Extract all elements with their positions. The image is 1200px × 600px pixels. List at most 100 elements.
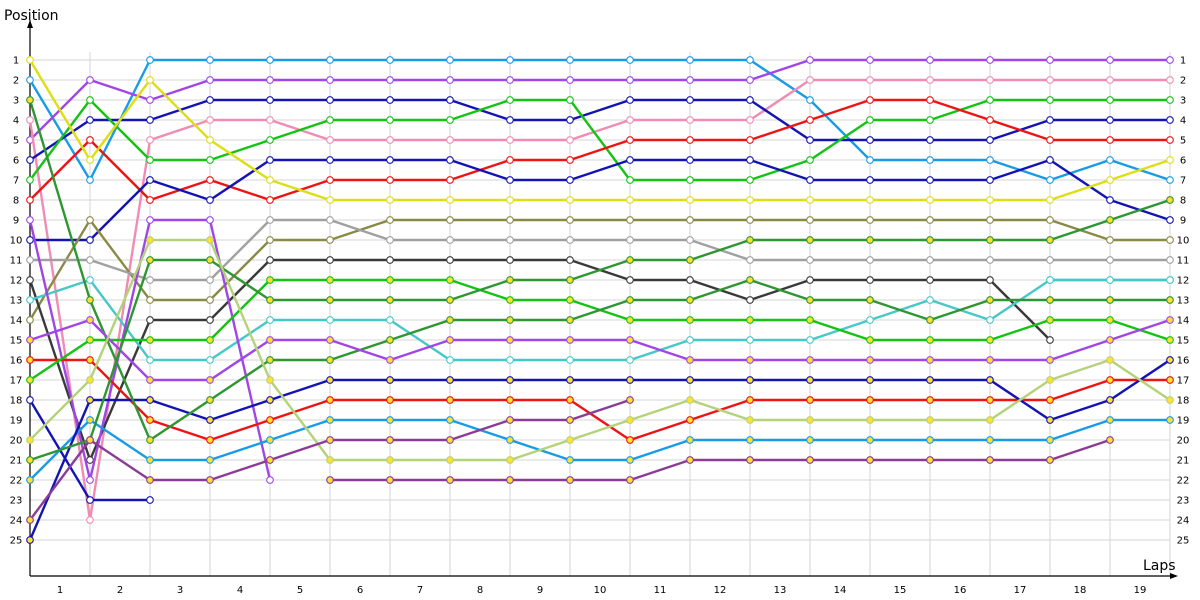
x-tick-7: 7 <box>417 585 423 596</box>
series-16-point-6 <box>386 416 394 424</box>
series-12-point-11 <box>686 336 694 344</box>
series-4 <box>26 96 1174 164</box>
series-7-point-18 <box>1106 196 1114 204</box>
series-15-point-12 <box>746 396 754 404</box>
series-4-point-16 <box>986 136 994 144</box>
series-16-point-7 <box>446 416 454 424</box>
series-19-point-9 <box>566 316 574 324</box>
series-7-point-19 <box>1166 216 1174 224</box>
series-20-point-14 <box>866 356 874 364</box>
series-23-point-9 <box>566 416 574 424</box>
series-11-point-1 <box>86 456 94 464</box>
series-15-point-3 <box>206 436 214 444</box>
series-10-line <box>30 218 1170 282</box>
series-1-point-3 <box>206 56 214 64</box>
series-2-point-6 <box>386 76 394 84</box>
y-tick-left-20: 20 <box>10 436 23 447</box>
series-22-point-4 <box>266 376 274 384</box>
series-13-point-1 <box>86 496 94 504</box>
series-21-point-9 <box>566 276 574 284</box>
series-11-point-9 <box>566 256 574 264</box>
series-17-point-7 <box>446 376 454 384</box>
series-11 <box>26 256 1054 464</box>
series-5-point-1 <box>86 96 94 104</box>
series-18-point-13 <box>806 316 814 324</box>
series-10-point-11 <box>686 236 694 244</box>
series-9-point-1 <box>86 216 94 224</box>
series-18-point-1 <box>86 336 94 344</box>
series-11-point-6 <box>386 256 394 264</box>
series-18-point-15 <box>926 336 934 344</box>
y-tick-right-12: 12 <box>1177 276 1190 287</box>
series-17-point-12 <box>746 376 754 384</box>
series-7-point-15 <box>926 176 934 184</box>
x-tick-18: 18 <box>1074 585 1087 596</box>
series-1-point-6 <box>386 56 394 64</box>
series-18-point-11 <box>686 316 694 324</box>
series-18-point-6 <box>386 276 394 284</box>
y-tick-right-9: 9 <box>1180 216 1186 227</box>
series-10-point-12 <box>746 256 754 264</box>
y-tick-right-22: 22 <box>1177 476 1190 487</box>
series-11-point-4 <box>266 256 274 264</box>
y-tick-right-19: 19 <box>1177 416 1190 427</box>
series-8 <box>26 56 1174 204</box>
series-2 <box>26 56 1174 144</box>
series-8-point-7 <box>446 196 454 204</box>
series-19-point-0 <box>26 96 34 104</box>
series-7-point-10 <box>626 156 634 164</box>
series-1-point-1 <box>86 176 94 184</box>
series-15-point-6 <box>386 396 394 404</box>
series-16-point-19 <box>1166 416 1174 424</box>
series-23-point-7 <box>446 436 454 444</box>
series-18-point-0 <box>26 376 34 384</box>
series-22 <box>26 236 1174 464</box>
x-tick-19: 19 <box>1134 585 1147 596</box>
series-17-point-16 <box>986 376 994 384</box>
series-11-point-5 <box>326 256 334 264</box>
series-20-point-16 <box>986 356 994 364</box>
y-tick-left-2: 2 <box>13 76 19 87</box>
y-tick-right-4: 4 <box>1180 116 1186 127</box>
series-8-point-9 <box>566 196 574 204</box>
series-19-point-10 <box>626 296 634 304</box>
y-tick-right-1: 1 <box>1180 56 1186 67</box>
series-22-line <box>29 238 1171 462</box>
series-17-point-4 <box>266 396 274 404</box>
series-12-point-10 <box>626 356 634 364</box>
series-5-point-14 <box>866 116 874 124</box>
x-axis-arrow <box>1170 573 1178 579</box>
series-1 <box>26 56 1174 184</box>
series-18-point-19 <box>1166 336 1174 344</box>
series-21-point-6 <box>386 296 394 304</box>
series-14 <box>26 216 274 484</box>
series-21-point-15 <box>926 236 934 244</box>
y-tick-left-3: 3 <box>13 96 19 107</box>
series-22-point-7 <box>446 456 454 464</box>
series-1-point-15 <box>926 156 934 164</box>
series-10-point-4 <box>266 216 274 224</box>
series-15-point-19 <box>1166 376 1174 384</box>
series-9-point-0 <box>26 316 34 324</box>
series-7-point-1 <box>86 236 94 244</box>
series-16-point-3 <box>206 456 214 464</box>
series-16-point-16 <box>986 436 994 444</box>
series-19-point-17 <box>1046 296 1054 304</box>
series-24-point-15 <box>926 456 934 464</box>
series-2-point-18 <box>1106 56 1114 64</box>
series-23-point-3 <box>206 476 214 484</box>
series-20-point-9 <box>566 336 574 344</box>
series-14-point-3 <box>206 216 214 224</box>
series-7-point-17 <box>1046 156 1054 164</box>
y-axis-title: Position <box>4 8 59 24</box>
series-22-point-19 <box>1166 396 1174 404</box>
y-tick-left-24: 24 <box>10 516 23 527</box>
series-23-point-1 <box>86 436 94 444</box>
series-24-point-12 <box>746 456 754 464</box>
series-5-line <box>29 98 1170 182</box>
x-tick-5: 5 <box>297 585 303 596</box>
series-3 <box>26 76 1174 524</box>
series-21-point-16 <box>986 236 994 244</box>
series-12-point-5 <box>326 316 334 324</box>
y-tick-left-16: 16 <box>10 356 23 367</box>
